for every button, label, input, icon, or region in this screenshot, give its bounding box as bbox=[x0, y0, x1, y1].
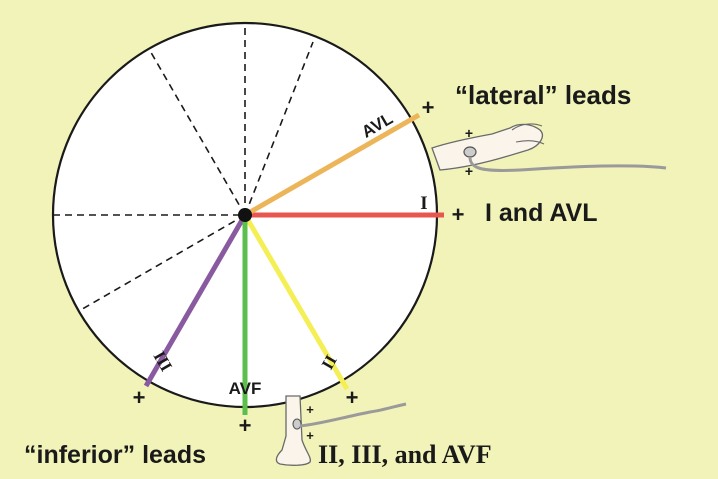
lead-AVL-plus: + bbox=[422, 95, 435, 120]
leg-plus-top: + bbox=[306, 402, 314, 417]
leg-electrode-icon: + + bbox=[275, 395, 407, 466]
lead-II-axis bbox=[242, 213, 350, 391]
reference-axes bbox=[53, 23, 314, 312]
arm-electrode-icon: + + bbox=[431, 123, 667, 179]
lateral-leads-title: “lateral” leads bbox=[455, 80, 631, 110]
inferior-leads-list: II, III, and AVF bbox=[318, 440, 492, 469]
lead-I-label: I bbox=[420, 193, 427, 214]
lead-III-axis bbox=[143, 213, 248, 388]
lead-II-plus: + bbox=[346, 385, 359, 410]
inferior-leads-title: “inferior” leads bbox=[24, 441, 206, 469]
arm-plus-top: + bbox=[465, 125, 473, 141]
center-dot bbox=[238, 208, 252, 222]
lead-III-plus: + bbox=[133, 385, 146, 410]
lateral-leads-list: I and AVL bbox=[485, 199, 598, 227]
arm-plus-bottom: + bbox=[465, 163, 473, 179]
dashed-axis bbox=[244, 41, 314, 216]
leg-plus-bottom: + bbox=[306, 428, 314, 443]
lead-AVF-label: AVF bbox=[229, 379, 262, 398]
lead-AVL-axis bbox=[243, 112, 421, 218]
lead-I-plus: + bbox=[452, 202, 465, 227]
lead-AVF-plus: + bbox=[239, 413, 252, 438]
dashed-axis bbox=[148, 48, 246, 216]
dashed-axis bbox=[78, 214, 246, 312]
